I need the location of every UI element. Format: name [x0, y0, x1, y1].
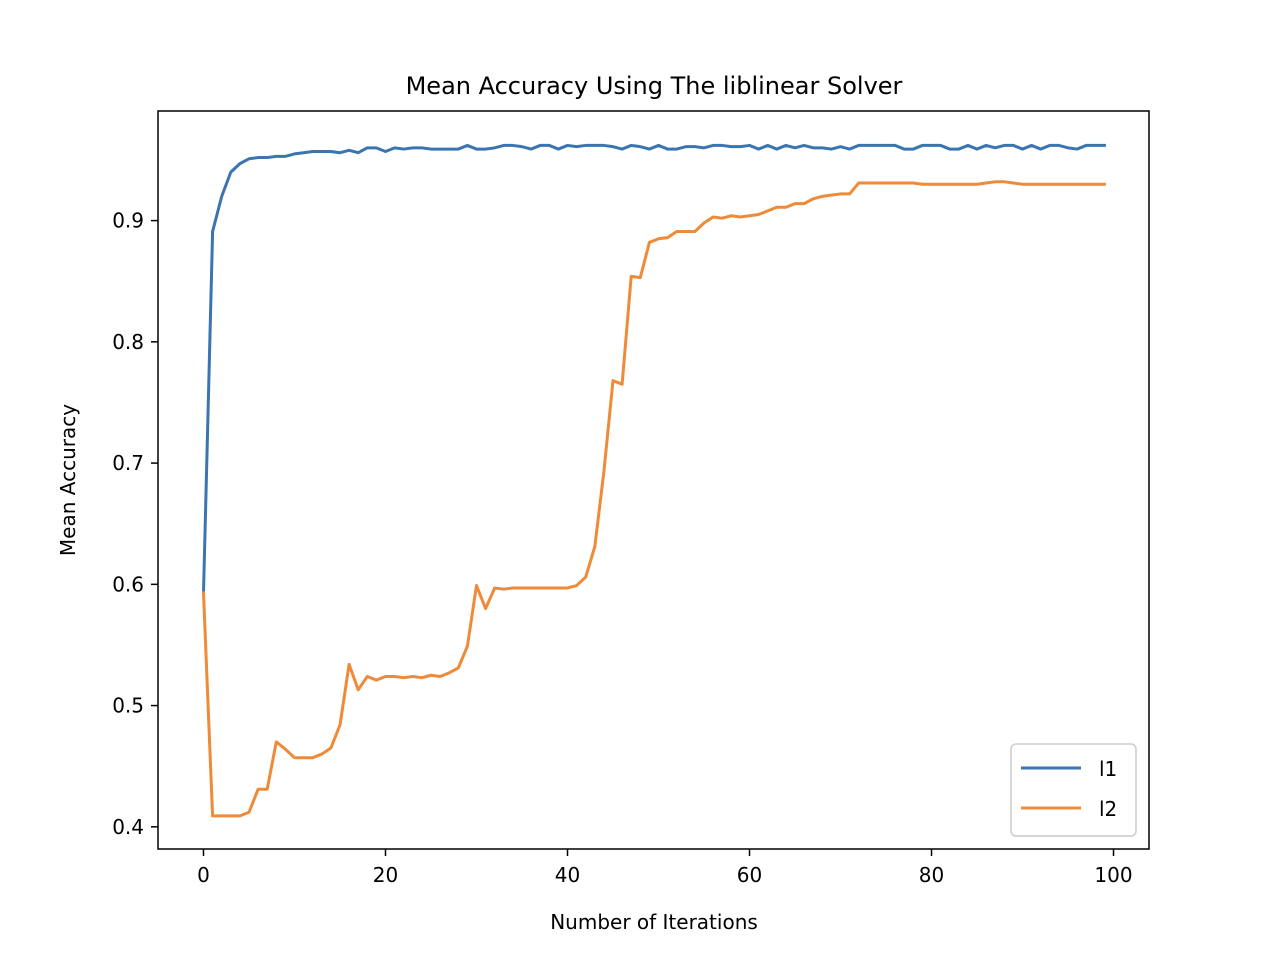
- x-tick-label: 100: [1094, 863, 1132, 887]
- x-tick-label: 60: [737, 863, 762, 887]
- y-tick-label: 0.4: [112, 815, 144, 839]
- x-tick-label: 80: [919, 863, 944, 887]
- x-tick-label: 40: [555, 863, 580, 887]
- chart-title: Mean Accuracy Using The liblinear Solver: [406, 72, 903, 100]
- legend-label-l1: l1: [1099, 757, 1117, 781]
- legend-label-l2: l2: [1099, 797, 1117, 821]
- x-tick-label: 0: [197, 863, 210, 887]
- series-line-l1: [201, 143, 1106, 595]
- y-tick-label: 0.9: [112, 209, 144, 233]
- legend: l1 l2: [1010, 743, 1137, 837]
- y-axis-label: Mean Accuracy: [56, 404, 80, 556]
- x-tick-label: 20: [373, 863, 398, 887]
- x-axis-label: Number of Iterations: [550, 910, 758, 934]
- y-axis: 0.4 0.5 0.6 0.7 0.8 0.9: [112, 209, 158, 839]
- y-tick-label: 0.5: [112, 694, 144, 718]
- x-axis: 0 20 40 60 80 100: [197, 849, 1133, 887]
- y-tick-label: 0.6: [112, 572, 144, 596]
- plot-lines: [201, 143, 1106, 818]
- y-tick-label: 0.8: [112, 330, 144, 354]
- y-tick-label: 0.7: [112, 451, 144, 475]
- plot-frame: [157, 110, 1150, 850]
- series-line-l2: [201, 180, 1106, 818]
